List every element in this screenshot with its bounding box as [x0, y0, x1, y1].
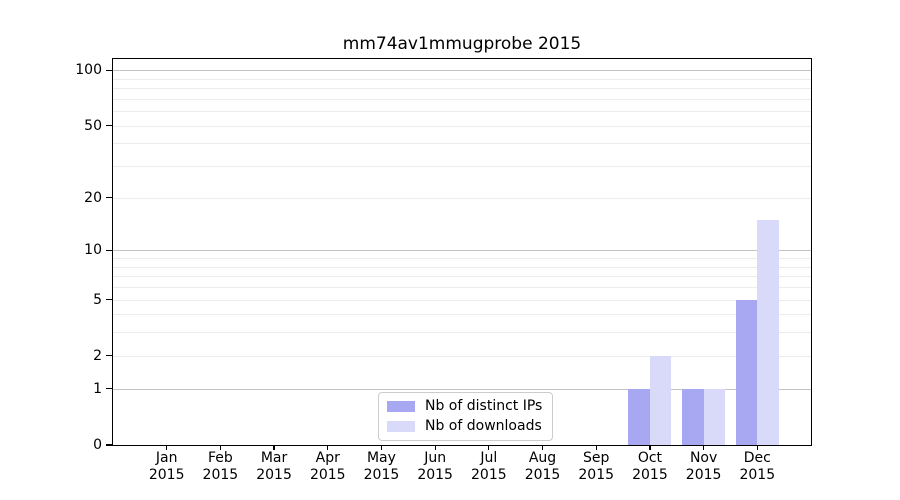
x-tick-mark: [649, 445, 651, 450]
minor-gridline: [113, 88, 811, 90]
legend-swatch-distinct-ips: [387, 401, 415, 412]
x-tick-label: Oct 2015: [615, 450, 685, 484]
legend: Nb of distinct IPs Nb of downloads: [378, 392, 554, 441]
x-tick-month: Dec: [743, 450, 771, 466]
x-tick-month: Feb: [207, 450, 233, 466]
y-tick-label: 0: [93, 437, 102, 453]
x-tick-mark: [541, 445, 544, 450]
y-tick-label: 20: [84, 189, 102, 206]
y-tick-mark: [106, 388, 112, 390]
x-tick-mark: [327, 445, 329, 450]
legend-swatch-downloads: [387, 421, 415, 432]
y-tick-mark: [106, 444, 112, 446]
x-tick-mark: [273, 445, 275, 450]
y-tick-mark: [106, 298, 112, 301]
minor-gridline: [113, 258, 811, 260]
x-tick-year: 2015: [363, 467, 400, 483]
x-tick-year: 2015: [417, 467, 453, 483]
x-tick-mark: [595, 445, 597, 450]
x-tick-month: Aug: [528, 450, 557, 466]
x-tick-month: Nov: [689, 450, 718, 466]
minor-gridline: [113, 78, 811, 80]
minor-gridline: [113, 266, 811, 268]
x-tick-month: Sep: [583, 450, 610, 466]
y-tick-label: 1: [93, 380, 102, 397]
x-tick-month: Oct: [637, 450, 663, 466]
y-tick-label: 5: [93, 291, 102, 308]
minor-gridline: [113, 143, 811, 145]
x-tick-month: Apr: [315, 450, 340, 466]
x-tick-year: 2015: [632, 467, 668, 483]
legend-label-distinct-ips: Nb of distinct IPs: [425, 398, 543, 414]
minor-gridline: [113, 355, 811, 357]
y-tick-mark: [106, 249, 112, 251]
x-tick-label: Jul 2015: [454, 450, 524, 484]
x-tick-mark: [702, 445, 705, 450]
x-tick-year: 2015: [524, 467, 561, 483]
x-tick-month: Mar: [260, 450, 288, 466]
x-tick-mark: [219, 445, 222, 450]
x-tick-month: Jun: [424, 450, 447, 466]
minor-gridline: [113, 111, 811, 113]
legend-entry-distinct-ips: Nb of distinct IPs: [387, 398, 542, 415]
minor-gridline: [113, 197, 811, 199]
minor-gridline: [113, 166, 811, 168]
legend-label-downloads: Nb of downloads: [425, 418, 542, 434]
bar-distinct-ips: [628, 388, 650, 445]
major-gridline: [113, 70, 811, 72]
x-tick-month: Jul: [480, 450, 498, 466]
x-tick-mark: [756, 445, 758, 450]
bar-distinct-ips: [735, 299, 758, 445]
bar-downloads: [757, 219, 779, 445]
bar-distinct-ips: [682, 388, 704, 445]
x-tick-label: Nov 2015: [669, 450, 739, 484]
minor-gridline: [113, 276, 811, 278]
bar-downloads: [703, 388, 726, 445]
plot-area: [113, 59, 811, 445]
y-tick-mark: [106, 197, 112, 199]
x-tick-year: 2015: [685, 467, 722, 483]
minor-gridline: [113, 286, 811, 288]
major-gridline: [113, 388, 811, 390]
y-tick-label: 100: [75, 62, 102, 79]
y-tick-label: 2: [93, 347, 102, 364]
y-tick-label: 50: [84, 117, 102, 134]
x-tick-year: 2015: [471, 467, 507, 483]
x-tick-month: May: [366, 450, 396, 466]
x-tick-label: Jan 2015: [132, 450, 202, 484]
x-tick-label: Apr 2015: [293, 450, 363, 484]
x-tick-year: 2015: [256, 467, 292, 483]
major-gridline: [113, 250, 811, 252]
x-tick-year: 2015: [578, 467, 615, 483]
x-tick-label: Sep 2015: [561, 450, 631, 484]
x-tick-label: May 2015: [346, 450, 416, 484]
chart-title: mm74av1mmugprobe 2015: [342, 34, 582, 54]
x-tick-label: Dec 2015: [722, 450, 792, 484]
x-tick-label: Mar 2015: [239, 450, 309, 484]
legend-entry-downloads: Nb of downloads: [387, 418, 542, 435]
x-tick-mark: [166, 445, 168, 450]
minor-gridline: [113, 332, 811, 334]
y-tick-label: 10: [84, 242, 102, 259]
x-tick-label: Jun 2015: [400, 450, 470, 484]
x-tick-mark: [380, 445, 383, 450]
minor-gridline: [113, 125, 811, 127]
y-tick-mark: [106, 69, 112, 71]
x-tick-label: Feb 2015: [185, 450, 255, 484]
y-tick-mark: [106, 355, 112, 357]
bar-downloads: [649, 355, 672, 445]
x-tick-year: 2015: [202, 467, 239, 483]
minor-gridline: [113, 98, 811, 100]
minor-gridline: [113, 314, 811, 316]
x-tick-year: 2015: [309, 467, 346, 483]
x-tick-year: 2015: [148, 467, 185, 483]
x-tick-year: 2015: [739, 467, 776, 483]
minor-gridline: [113, 299, 811, 301]
x-tick-label: Aug 2015: [508, 450, 578, 484]
y-tick-mark: [106, 125, 112, 127]
x-tick-mark: [488, 445, 490, 450]
x-tick-mark: [434, 445, 436, 450]
x-tick-month: Jan: [155, 450, 178, 466]
